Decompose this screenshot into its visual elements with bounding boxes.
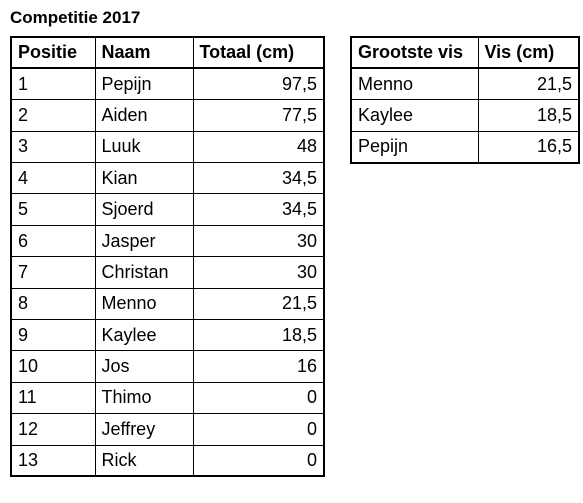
table-cell: Kian — [94, 162, 194, 195]
table-cell: 48 — [192, 130, 325, 164]
column-header-fish-length: Vis (cm) — [477, 36, 580, 70]
table-row: 10 Jos 16 — [10, 350, 325, 383]
table-row: 12 Jeffrey 0 — [10, 413, 325, 446]
table-cell: 0 — [192, 381, 325, 415]
table-cell: 18,5 — [477, 99, 580, 132]
table-cell: 4 — [10, 162, 96, 195]
table-cell: Kaylee — [94, 319, 194, 352]
table-cell: Christan — [94, 256, 194, 289]
table-row: 11 Thimo 0 — [10, 381, 325, 415]
table-cell: 8 — [10, 287, 96, 321]
table-row: 4 Kian 34,5 — [10, 162, 325, 195]
table-row: 3 Luuk 48 — [10, 130, 325, 164]
table-row: 2 Aiden 77,5 — [10, 99, 325, 132]
table-cell: Rick — [94, 444, 194, 477]
table-cell: Jasper — [94, 224, 194, 258]
table-cell: Pepijn — [94, 67, 194, 101]
table-row: 5 Sjoerd 34,5 — [10, 193, 325, 226]
biggest-fish-table: Grootste vis Vis (cm) Menno 21,5 Kaylee 18,… — [350, 36, 580, 164]
table-cell: 0 — [192, 444, 325, 477]
table-cell: 34,5 — [192, 193, 325, 226]
table-cell: Aiden — [94, 99, 194, 132]
table-row: 9 Kaylee 18,5 — [10, 319, 325, 352]
table-cell: 7 — [10, 256, 96, 289]
table-row: 7 Christan 30 — [10, 256, 325, 289]
competition-table: Positie Naam Totaal (cm) 1 Pepijn 97,5 2 Aid… — [10, 36, 325, 478]
table-cell: 16,5 — [477, 130, 580, 164]
table-cell: Kaylee — [350, 99, 479, 132]
table-header-row: Positie Naam Totaal (cm) — [10, 36, 325, 70]
table-cell: 18,5 — [192, 319, 325, 352]
table-cell: 0 — [192, 413, 325, 446]
table-cell: Menno — [94, 287, 194, 321]
column-header-total: Totaal (cm) — [192, 36, 325, 70]
table-cell: 11 — [10, 381, 96, 415]
table-cell: 21,5 — [477, 67, 580, 101]
table-cell: 77,5 — [192, 99, 325, 132]
table-cell: 12 — [10, 413, 96, 446]
table-cell: 3 — [10, 130, 96, 164]
column-header-position: Positie — [10, 36, 96, 70]
table-cell: 10 — [10, 350, 96, 383]
table-cell: 30 — [192, 256, 325, 289]
page-title: Competitie 2017 — [10, 8, 141, 27]
table-row: 8 Menno 21,5 — [10, 287, 325, 321]
table-cell: 9 — [10, 319, 96, 352]
table-cell: 13 — [10, 444, 96, 477]
table-cell: Menno — [350, 67, 479, 101]
table-row: 1 Pepijn 97,5 — [10, 67, 325, 101]
table-row: Pepijn 16,5 — [350, 130, 580, 164]
column-header-biggest-fish: Grootste vis — [350, 36, 479, 70]
column-header-name: Naam — [94, 36, 194, 70]
table-cell: 34,5 — [192, 162, 325, 195]
table-header-row: Grootste vis Vis (cm) — [350, 36, 580, 70]
table-cell: Jeffrey — [94, 413, 194, 446]
table-cell: 1 — [10, 67, 96, 101]
table-cell: Pepijn — [350, 130, 479, 164]
table-cell: 16 — [192, 350, 325, 383]
table-row: 13 Rick 0 — [10, 444, 325, 477]
table-cell: 30 — [192, 224, 325, 258]
table-row: Kaylee 18,5 — [350, 99, 580, 132]
table-cell: 5 — [10, 193, 96, 226]
table-row: Menno 21,5 — [350, 67, 580, 101]
table-cell: 97,5 — [192, 67, 325, 101]
table-cell: 2 — [10, 99, 96, 132]
table-cell: Sjoerd — [94, 193, 194, 226]
table-cell: Jos — [94, 350, 194, 383]
table-cell: 21,5 — [192, 287, 325, 321]
table-cell: Thimo — [94, 381, 194, 415]
table-cell: 6 — [10, 224, 96, 258]
table-row: 6 Jasper 30 — [10, 224, 325, 258]
table-cell: Luuk — [94, 130, 194, 164]
